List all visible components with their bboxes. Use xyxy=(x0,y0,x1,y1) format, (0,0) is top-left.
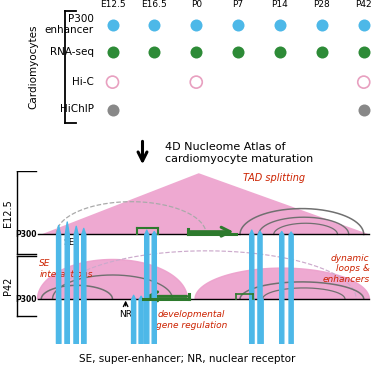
Text: P300: P300 xyxy=(15,295,37,304)
Text: TAD splitting: TAD splitting xyxy=(243,173,305,183)
Polygon shape xyxy=(195,268,369,299)
Text: SE
interactions: SE interactions xyxy=(39,260,93,279)
Point xyxy=(152,22,157,28)
Point xyxy=(235,22,241,28)
Text: 4D Nucleome Atlas of
cardiomyocyte maturation: 4D Nucleome Atlas of cardiomyocyte matur… xyxy=(165,142,313,164)
Point xyxy=(319,49,325,55)
Text: developmental
gene regulation: developmental gene regulation xyxy=(156,310,227,330)
Point xyxy=(193,49,199,55)
Text: RNA-seq: RNA-seq xyxy=(50,47,94,57)
Point xyxy=(152,49,157,55)
Text: P7: P7 xyxy=(232,0,244,9)
Text: P14: P14 xyxy=(272,0,288,9)
Point xyxy=(361,49,367,55)
Point xyxy=(277,49,283,55)
Text: NR: NR xyxy=(119,310,132,320)
Point xyxy=(110,49,116,55)
Text: P28: P28 xyxy=(314,0,330,9)
Text: HiChIP: HiChIP xyxy=(60,105,94,114)
Polygon shape xyxy=(41,173,369,234)
Point xyxy=(193,22,199,28)
Point xyxy=(110,106,116,112)
Point xyxy=(361,22,367,28)
Point xyxy=(361,79,367,85)
Text: P300
enhancer: P300 enhancer xyxy=(45,14,94,36)
Point xyxy=(110,22,116,28)
Text: P42: P42 xyxy=(356,0,372,9)
Text: SE: SE xyxy=(64,238,75,247)
Text: Cardiomyocytes: Cardiomyocytes xyxy=(29,25,39,109)
Point xyxy=(361,106,367,112)
Point xyxy=(235,49,241,55)
Point xyxy=(277,22,283,28)
Text: E16.5: E16.5 xyxy=(141,0,167,9)
Text: dynamic
loops &
enhancers: dynamic loops & enhancers xyxy=(322,254,369,284)
Point xyxy=(319,22,325,28)
Polygon shape xyxy=(38,260,188,299)
Text: P42: P42 xyxy=(3,277,12,296)
Text: E12.5: E12.5 xyxy=(3,199,12,227)
Text: P0: P0 xyxy=(190,0,202,9)
Text: SE, super-enhancer; NR, nuclear receptor: SE, super-enhancer; NR, nuclear receptor xyxy=(80,354,296,363)
Point xyxy=(110,79,116,85)
Text: E12.5: E12.5 xyxy=(100,0,125,9)
Point xyxy=(193,79,199,85)
Text: Hi-C: Hi-C xyxy=(72,77,94,87)
Text: P300: P300 xyxy=(15,230,37,239)
